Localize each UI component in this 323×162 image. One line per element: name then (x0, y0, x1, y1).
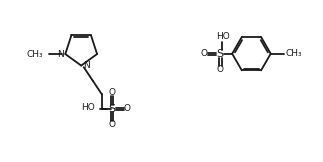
Text: O: O (108, 120, 115, 129)
Text: N: N (83, 61, 89, 70)
Text: N: N (57, 50, 64, 58)
Text: O: O (217, 65, 224, 74)
Text: O: O (124, 104, 131, 113)
Text: O: O (108, 88, 115, 97)
Text: S: S (216, 49, 224, 59)
Text: O: O (200, 49, 207, 58)
Text: HO: HO (216, 33, 230, 41)
Text: CH₃: CH₃ (27, 50, 44, 58)
Text: S: S (108, 104, 115, 114)
Text: CH₃: CH₃ (285, 49, 302, 58)
Text: HO: HO (81, 104, 95, 112)
